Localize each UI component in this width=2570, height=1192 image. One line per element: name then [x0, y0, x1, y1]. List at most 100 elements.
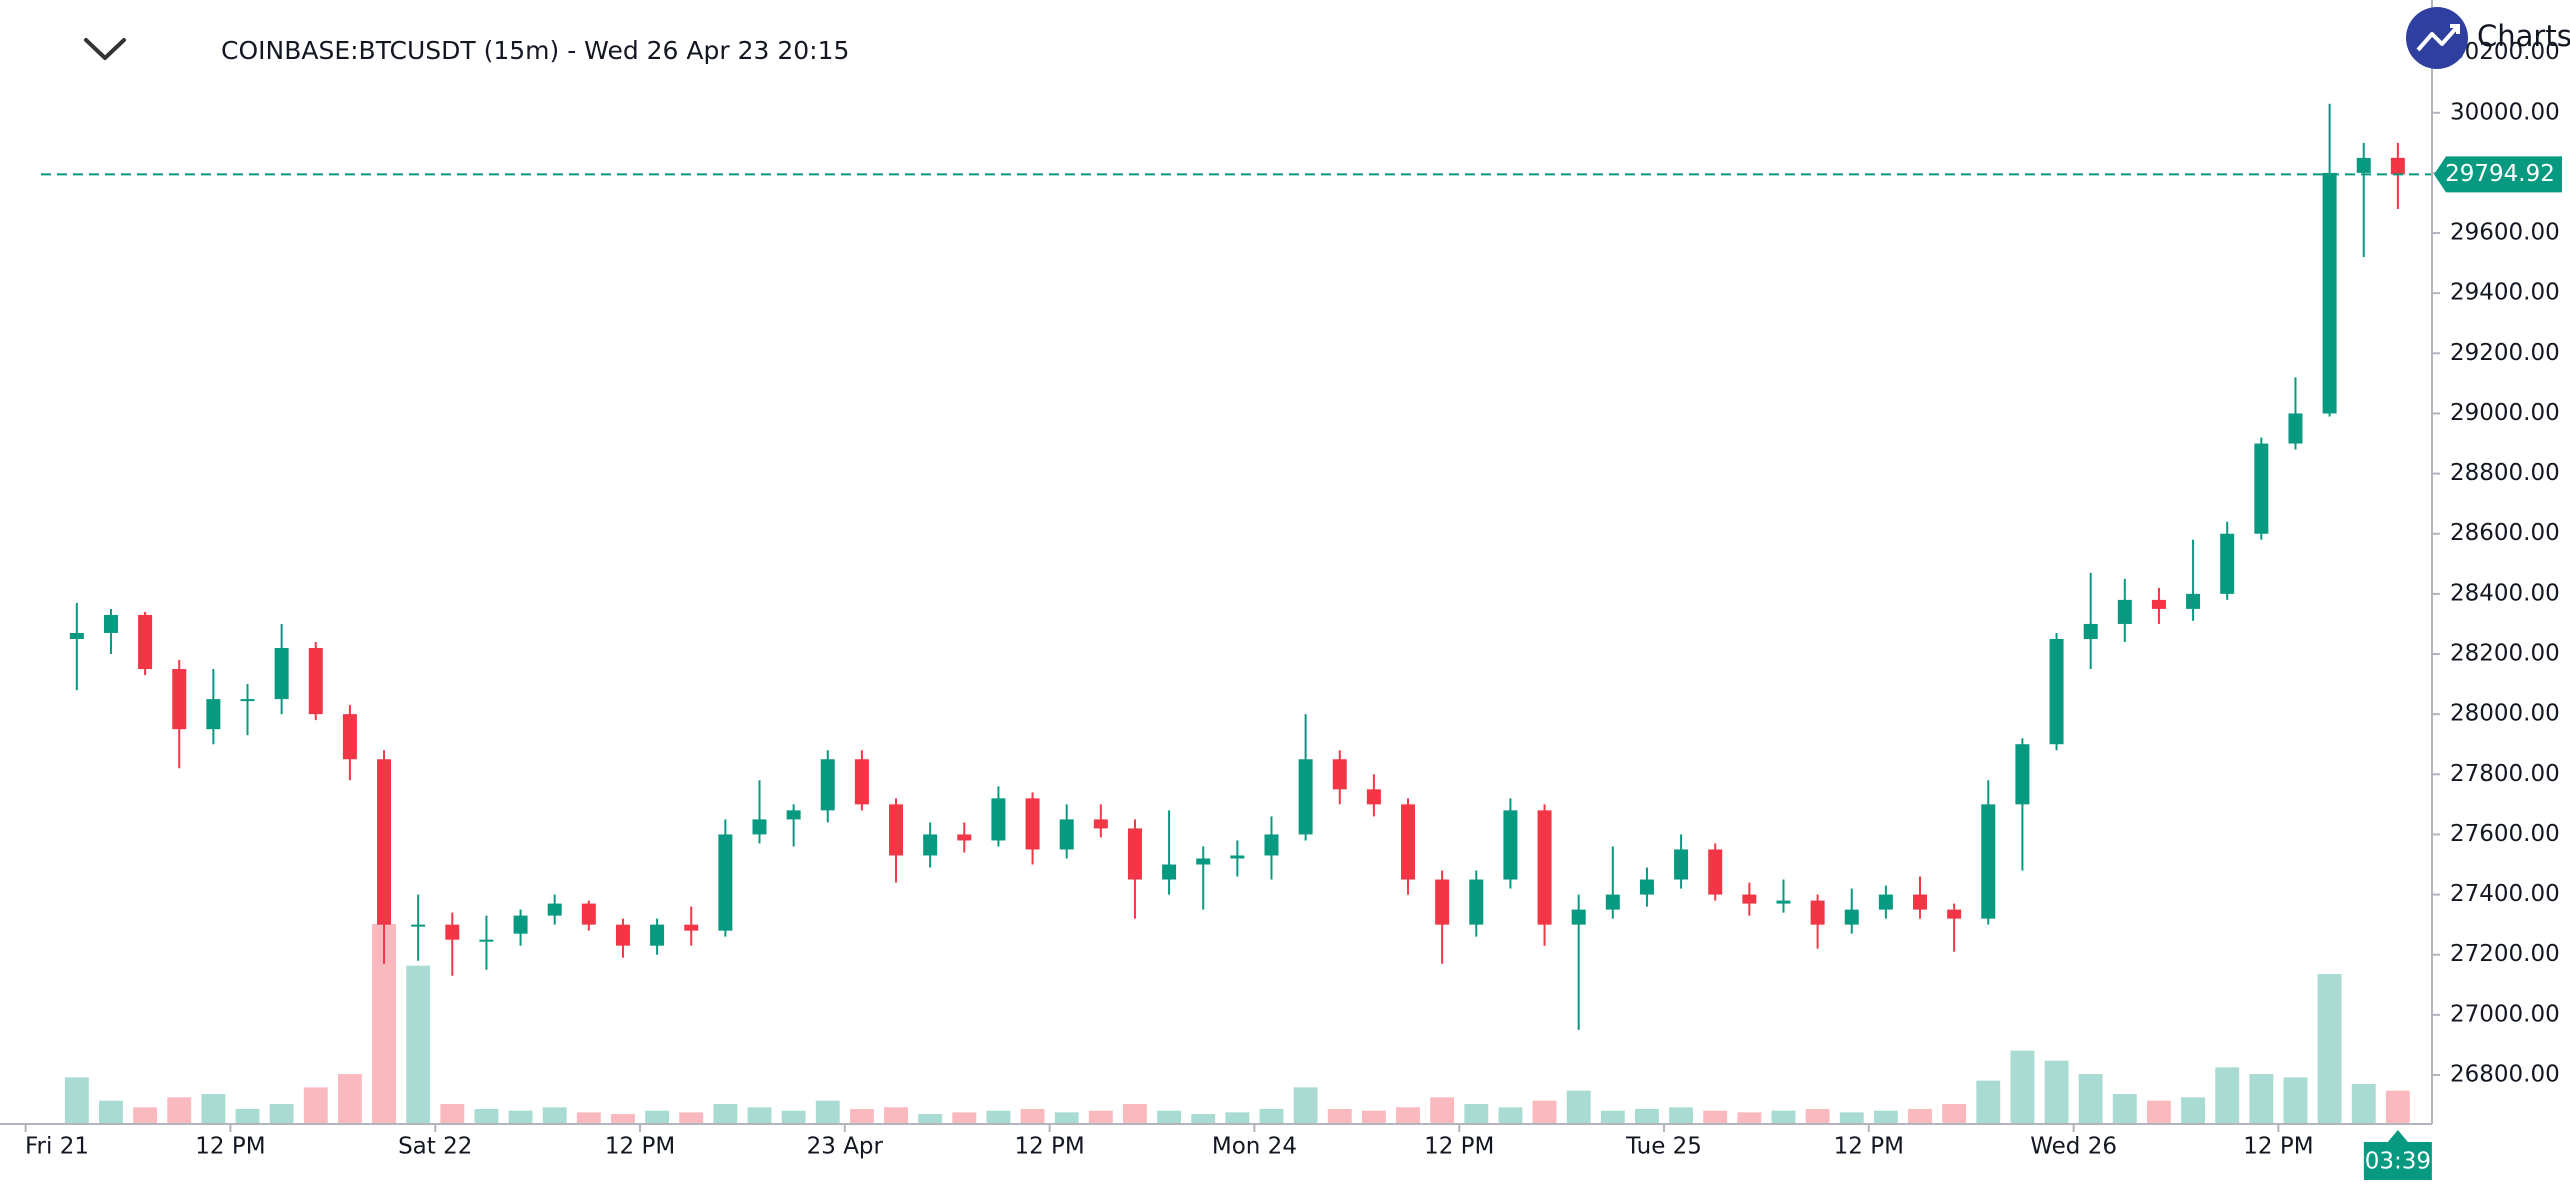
volume-bar: [747, 1107, 772, 1124]
candle-body: [2015, 744, 2030, 805]
y-tick-label: 27000.00: [2450, 1001, 2560, 1027]
volume-bar: [2044, 1060, 2069, 1124]
volume-bar: [1942, 1104, 1967, 1124]
volume-bar: [986, 1110, 1011, 1124]
candle-body: [103, 614, 118, 633]
candle-body: [206, 699, 221, 730]
candle-body: [1264, 834, 1279, 856]
candle-body: [1503, 810, 1518, 880]
volume-bar: [99, 1100, 123, 1124]
candle-body: [684, 924, 699, 931]
volume-bar: [1464, 1104, 1489, 1124]
candle-body: [2117, 599, 2132, 624]
candle-body: [2390, 157, 2405, 175]
volume-bar: [133, 1107, 158, 1124]
candle-body: [308, 647, 323, 715]
y-tick-label: 29600.00: [2450, 220, 2560, 246]
brand-name: Charts: [2477, 19, 2570, 53]
volume-bar: [303, 1087, 328, 1124]
candle-body: [1776, 900, 1791, 904]
candle-body: [1435, 879, 1450, 925]
candle-body: [138, 614, 153, 670]
candle-body: [69, 632, 84, 639]
candle-body: [889, 804, 904, 856]
collapse-chevron[interactable]: [84, 38, 126, 60]
candle-body: [752, 819, 767, 835]
candle-body: [445, 924, 460, 940]
candle-body: [2220, 533, 2235, 594]
y-tick-label: 30200.00: [2450, 39, 2560, 65]
y-tick-label: 27400.00: [2450, 881, 2560, 907]
volume-bar: [337, 1074, 362, 1124]
volume-bar: [1020, 1109, 1045, 1124]
volume-bar: [1088, 1110, 1113, 1124]
volume-bar: [1703, 1110, 1728, 1124]
x-tick-label: 12 PM: [1014, 1134, 1084, 1160]
last-price-label: 29794.92: [2445, 161, 2555, 187]
y-tick-label: 27800.00: [2450, 761, 2560, 787]
volume-bar: [2146, 1100, 2171, 1124]
x-tick-label: 12 PM: [2243, 1134, 2313, 1160]
candle-body: [1571, 909, 1586, 925]
candle-body: [1093, 819, 1108, 829]
candle-body: [1878, 894, 1893, 910]
volume-bar: [884, 1107, 908, 1124]
volume-bar: [679, 1112, 704, 1124]
volume-bar: [1498, 1107, 1523, 1124]
volume-bar: [1873, 1110, 1898, 1124]
y-tick-label: 28600.00: [2450, 520, 2560, 546]
x-tick-label: Sat 22: [398, 1134, 472, 1160]
volume-bar: [508, 1110, 533, 1124]
candle-body: [1366, 789, 1381, 805]
candle-body: [1162, 864, 1177, 880]
volume-bar: [1908, 1109, 1932, 1124]
volume-bar: [1225, 1112, 1250, 1124]
volume-bar: [1327, 1109, 1352, 1124]
volume-bar: [952, 1112, 977, 1124]
volume-bar: [815, 1100, 840, 1124]
volume-bar: [1361, 1110, 1386, 1124]
volume-bar: [406, 965, 431, 1124]
candle-body: [2356, 157, 2371, 173]
candle-body: [1810, 900, 1825, 925]
volume-bar: [1259, 1109, 1284, 1124]
candle-body: [1981, 804, 1996, 919]
candle-body: [377, 759, 392, 925]
volume-bar: [918, 1114, 943, 1124]
candle-body: [172, 669, 187, 730]
chart-title: COINBASE:BTCUSDT (15m) - Wed 26 Apr 23 2…: [221, 36, 849, 65]
candle-body: [854, 759, 869, 805]
volume-bar: [611, 1114, 635, 1124]
x-tick-label: Tue 25: [1625, 1134, 1702, 1160]
overlay: 26800.00 27000.00 27200.00 27400.00 27600.00…: [24, 39, 2562, 1180]
volume-bar: [1635, 1109, 1659, 1124]
brand-logo-icon: [2416, 24, 2460, 52]
y-tick-label: 29000.00: [2450, 400, 2560, 426]
volume-bar: [1430, 1097, 1455, 1124]
volume-bar: [645, 1110, 670, 1124]
volume-bar: [1976, 1080, 2001, 1124]
volume-bar: [1191, 1114, 1216, 1124]
candle-body: [1537, 810, 1552, 925]
volume-bar: [1600, 1110, 1625, 1124]
x-tick-label: 12 PM: [1424, 1134, 1494, 1160]
candle-body: [1605, 894, 1620, 910]
volume-bar: [2181, 1097, 2206, 1124]
volume-bar: [849, 1109, 874, 1124]
x-tick-label: 12 PM: [1834, 1134, 1904, 1160]
volume-bar: [440, 1104, 465, 1124]
candle-body: [2151, 599, 2166, 609]
candle-body: [1639, 879, 1654, 895]
candle-body: [1913, 894, 1928, 910]
candle-body: [1844, 909, 1859, 925]
volume-bar: [576, 1112, 601, 1124]
candle-body: [2322, 172, 2337, 414]
volume-bar: [1396, 1107, 1420, 1124]
countdown-label: 03:39: [2365, 1149, 2431, 1175]
candle-body: [342, 714, 357, 760]
y-tick-label: 27600.00: [2450, 821, 2560, 847]
candle-body: [991, 798, 1006, 841]
y-tick-label: 26800.00: [2450, 1061, 2560, 1087]
